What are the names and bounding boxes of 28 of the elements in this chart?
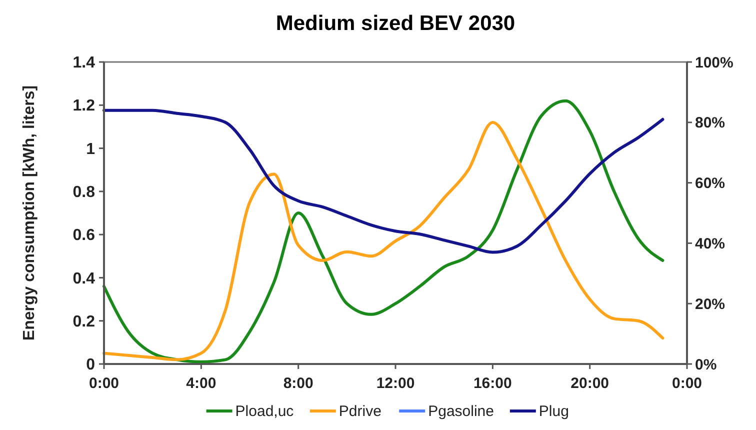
legend-label: Pload,uc xyxy=(235,403,294,420)
x-tick-label: 4:00 xyxy=(186,375,216,392)
legend-label: Pdrive xyxy=(338,403,382,420)
x-tick-label: 20:00 xyxy=(570,375,610,392)
y-tick-label: 1 xyxy=(86,140,96,158)
legend-label: Pgasoline xyxy=(428,403,494,420)
x-tick-label: 0:00 xyxy=(88,375,120,392)
y2-tick-label: 80% xyxy=(695,114,726,132)
x-tick-label: 16:00 xyxy=(473,375,512,392)
legend-label: Plug xyxy=(538,403,569,420)
y-axis-title: Energy consumption [kWh, liters] xyxy=(21,85,38,341)
y-tick-label: 0.2 xyxy=(72,313,96,330)
y-tick-label: 0.8 xyxy=(72,184,96,202)
x-tick-label: 8:00 xyxy=(283,375,314,392)
chart-title: Medium sized BEV 2030 xyxy=(276,12,516,35)
y-tick-label: 0.6 xyxy=(72,227,96,244)
y-tick-label: 1.2 xyxy=(72,98,96,115)
x-tick-label: 12:00 xyxy=(376,375,415,392)
y2-tick-label: 20% xyxy=(695,296,726,313)
x-tick-label: 0:00 xyxy=(672,375,702,392)
y2-tick-label: 40% xyxy=(695,235,726,252)
y2-tick-label: 100% xyxy=(695,54,734,72)
y-tick-label: 1.4 xyxy=(72,54,96,72)
y-tick-label: 0.4 xyxy=(72,270,96,288)
line-series xyxy=(102,108,664,254)
y2-tick-label: 0% xyxy=(695,356,717,374)
y2-tick-label: 60% xyxy=(695,175,726,192)
y-tick-label: 0 xyxy=(86,356,96,374)
